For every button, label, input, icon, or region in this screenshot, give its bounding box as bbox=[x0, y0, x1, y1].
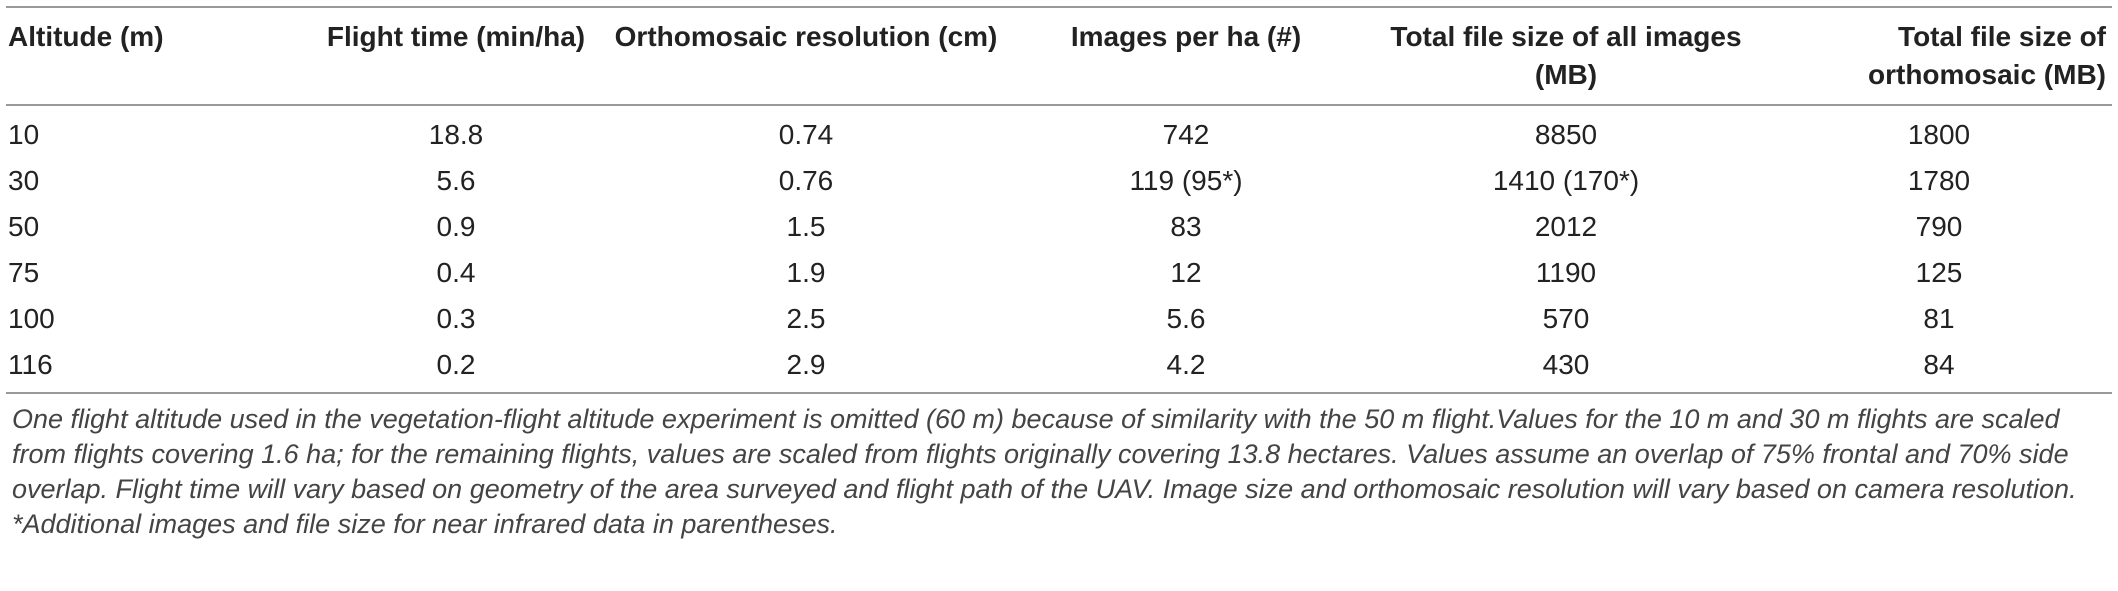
table-wrapper: Altitude (m) Flight time (min/ha) Orthomos… bbox=[0, 6, 2118, 542]
table-row: 30 5.6 0.76 119 (95*) 1410 (170*) 1780 bbox=[6, 158, 2112, 204]
table-cell: 30 bbox=[8, 165, 40, 196]
column-header: Orthomosaic resolution (cm) bbox=[606, 7, 1006, 106]
table-cell: 116 bbox=[8, 349, 53, 380]
column-header: Altitude (m) bbox=[6, 7, 306, 106]
table-row: 100 0.3 2.5 5.6 570 81 bbox=[6, 296, 2112, 342]
table-cell: 0.74 bbox=[778, 119, 834, 150]
table-cell: 2012 bbox=[1534, 211, 1598, 242]
table-cell: 100 bbox=[8, 303, 55, 334]
table-cell: 5.6 bbox=[1166, 303, 1206, 334]
table-row: 116 0.2 2.9 4.2 430 84 bbox=[6, 342, 2112, 393]
table-row: 10 18.8 0.74 742 8850 1800 bbox=[6, 105, 2112, 158]
table-body: 10 18.8 0.74 742 8850 1800 30 5.6 0.76 119 (95*) 1… bbox=[6, 105, 2112, 393]
table-cell: 1410 (170*) bbox=[1492, 165, 1640, 196]
table-row: 50 0.9 1.5 83 2012 790 bbox=[6, 204, 2112, 250]
table-cell: 5.6 bbox=[436, 165, 476, 196]
table-cell: 790 bbox=[1915, 211, 1963, 242]
table-cell: 1.9 bbox=[786, 257, 826, 288]
table-cell: 430 bbox=[1542, 349, 1590, 380]
table-cell: 119 (95*) bbox=[1129, 165, 1243, 196]
table-cell: 1780 bbox=[1907, 165, 1971, 196]
table-cell: 83 bbox=[1170, 211, 1202, 242]
data-table: Altitude (m) Flight time (min/ha) Orthomos… bbox=[6, 6, 2112, 394]
table-cell: 0.2 bbox=[436, 349, 476, 380]
table-cell: 2.5 bbox=[786, 303, 826, 334]
column-header: Images per ha (#) bbox=[1006, 7, 1366, 106]
table-header: Altitude (m) Flight time (min/ha) Orthomos… bbox=[6, 7, 2112, 106]
table-cell: 84 bbox=[1923, 349, 1955, 380]
table-cell: 0.9 bbox=[436, 211, 476, 242]
table-cell: 50 bbox=[8, 211, 40, 242]
table-cell: 12 bbox=[1170, 257, 1202, 288]
table-cell: 570 bbox=[1542, 303, 1590, 334]
table-cell: 18.8 bbox=[428, 119, 484, 150]
table-cell: 4.2 bbox=[1166, 349, 1206, 380]
table-cell: 0.76 bbox=[778, 165, 834, 196]
column-header: Total file size of orthomosaic (MB) bbox=[1766, 7, 2112, 106]
table-cell: 742 bbox=[1162, 119, 1210, 150]
table-cell: 2.9 bbox=[786, 349, 826, 380]
column-header: Total file size of all images (MB) bbox=[1366, 7, 1766, 106]
table-cell: 75 bbox=[8, 257, 40, 288]
table-cell: 1.5 bbox=[786, 211, 826, 242]
table-cell: 1800 bbox=[1907, 119, 1971, 150]
table-cell: 125 bbox=[1915, 257, 1963, 288]
table-cell: 8850 bbox=[1534, 119, 1598, 150]
table-cell: 81 bbox=[1923, 303, 1955, 334]
table-cell: 0.3 bbox=[436, 303, 476, 334]
table-cell: 1190 bbox=[1535, 257, 1597, 288]
table-cell: 0.4 bbox=[436, 257, 476, 288]
table-cell: 10 bbox=[8, 119, 40, 150]
table-note: One flight altitude used in the vegetati… bbox=[12, 404, 2077, 539]
header-row: Altitude (m) Flight time (min/ha) Orthomos… bbox=[6, 7, 2112, 106]
table-row: 75 0.4 1.9 12 1190 125 bbox=[6, 250, 2112, 296]
column-header: Flight time (min/ha) bbox=[306, 7, 606, 106]
page: Altitude (m) Flight time (min/ha) Orthomos… bbox=[0, 6, 2118, 591]
